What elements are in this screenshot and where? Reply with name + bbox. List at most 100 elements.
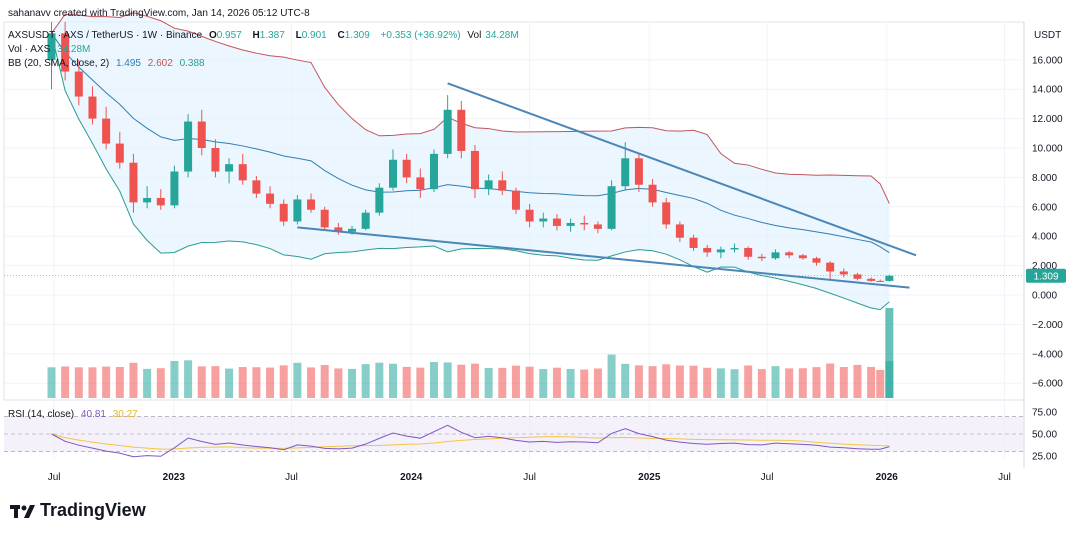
volume-bar (703, 367, 712, 398)
candle (143, 186, 152, 209)
candle-body (334, 227, 343, 232)
candle-body (634, 158, 643, 185)
candle (470, 145, 479, 198)
candle (184, 114, 193, 178)
candle (853, 272, 862, 281)
candle (580, 215, 589, 231)
candle (826, 261, 835, 281)
candle (511, 187, 520, 215)
price-tick-label: −2.000 (1032, 320, 1063, 331)
volume-bar (716, 368, 725, 398)
candle-body (552, 218, 561, 226)
volume-bar (320, 365, 329, 398)
ohlc-close: C1.309 (337, 30, 370, 41)
candle-body (498, 180, 507, 191)
candle (402, 153, 411, 184)
volume-bar (867, 366, 876, 398)
volume-bar (293, 362, 302, 398)
volume-bar (662, 364, 671, 398)
price-tick-label: 16.000 (1032, 55, 1063, 66)
candle (238, 153, 247, 185)
volume-bar (307, 367, 316, 398)
candle (771, 249, 780, 260)
candle-body (320, 209, 329, 228)
bb-legend[interactable]: BB (20, SMA, close, 2) 1.495 2.602 0.388 (8, 58, 209, 69)
candle-body (402, 159, 411, 178)
candle-body (61, 33, 70, 72)
volume-bar (102, 366, 111, 398)
candle (876, 279, 885, 283)
volume-bar (621, 363, 630, 398)
candle-body (88, 96, 97, 119)
candle (812, 256, 821, 266)
time-tick-label: Jul (285, 472, 298, 483)
candle (607, 180, 616, 231)
candle (757, 253, 766, 262)
candle (593, 221, 602, 234)
volume-bar (252, 367, 261, 398)
volume-bar (498, 367, 507, 398)
volume-bars (47, 308, 894, 398)
symbol-label[interactable]: AXSUSDT · AXS / TetherUS · 1W · Binance (8, 30, 203, 41)
volume-bar (457, 364, 466, 398)
ohlc-open: O0.957 (208, 30, 242, 41)
candle (744, 246, 753, 260)
candle (389, 149, 398, 191)
candle (429, 149, 438, 193)
last-price-tag (1026, 268, 1066, 283)
rsi-pane (4, 416, 1024, 458)
tradingview-logo[interactable]: TradingView (10, 500, 146, 521)
candle (730, 243, 739, 253)
candle (457, 100, 466, 159)
rsi-legend-label: RSI (14, close) (8, 409, 75, 420)
candle (115, 131, 124, 169)
candle (88, 86, 97, 125)
candle (252, 175, 261, 198)
ohlc-high: H1.387 (252, 30, 285, 41)
candle-body (621, 158, 630, 187)
candle (785, 250, 794, 259)
rsi-tick-label: 25.00 (1032, 452, 1057, 463)
volume-bar (839, 367, 848, 398)
candle-body (197, 121, 206, 148)
candle (334, 222, 343, 235)
volume-bar (798, 368, 807, 398)
candle (539, 212, 548, 228)
rsi-legend[interactable]: RSI (14, close) 40.81 30.27 (8, 409, 142, 420)
candle-body (771, 252, 780, 259)
volume-bar (539, 369, 548, 398)
volume-bar (279, 365, 288, 398)
axes: USDT 16.000 14.000 12.000 10.000 8.000 6.000 4.… (4, 30, 1066, 483)
candle (634, 153, 643, 193)
price-tick-label: 4.000 (1032, 232, 1057, 243)
candle (225, 158, 234, 184)
rsi-value: 40.81 (80, 409, 106, 420)
candle-body (102, 118, 111, 144)
candle (307, 193, 316, 213)
volume-bar (511, 365, 520, 398)
volume-bar (876, 369, 885, 398)
candle-body (511, 190, 520, 210)
volume-legend[interactable]: Vol · AXS 34.28M (8, 44, 94, 55)
ohlc-volume: Vol 34.28M (467, 30, 519, 41)
volume-bar (470, 363, 479, 398)
candle-body (266, 193, 275, 204)
volume-bar (785, 368, 794, 398)
rsi-ma-value: 30.27 (112, 409, 138, 420)
candle-body (129, 162, 138, 203)
price-tick-label: 0.000 (1032, 291, 1057, 302)
candle (498, 171, 507, 196)
bb-lower-value: 0.388 (179, 58, 205, 69)
candle (211, 139, 220, 178)
volume-bar (266, 367, 275, 398)
volume-bar (648, 366, 657, 398)
volume-bar (552, 367, 561, 398)
volume-bar (238, 367, 247, 398)
candle-body (798, 255, 807, 259)
candle-body (170, 171, 179, 206)
candle-body (156, 197, 165, 206)
candle (293, 195, 302, 225)
time-tick-label: Jul (761, 472, 774, 483)
price-tick-label: 2.000 (1032, 261, 1057, 272)
volume-bar (580, 369, 589, 398)
